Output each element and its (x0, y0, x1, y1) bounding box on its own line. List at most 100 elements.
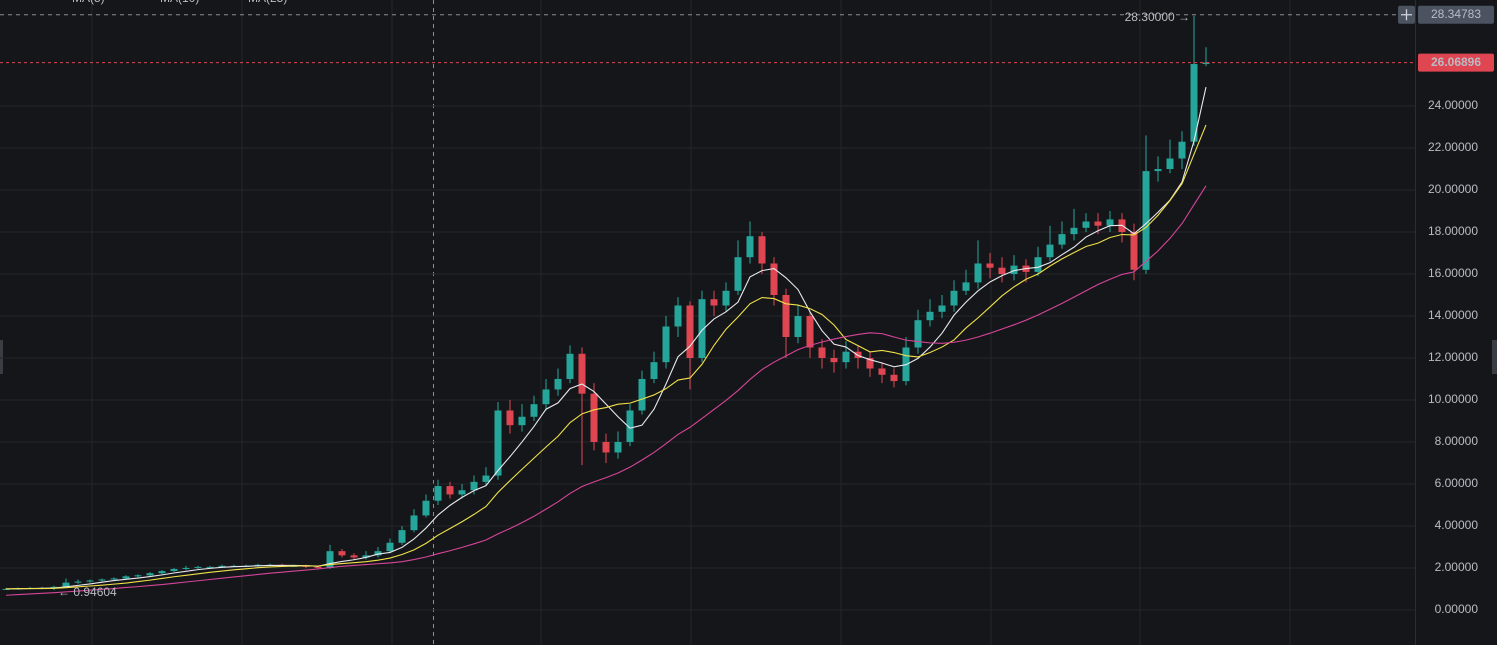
candle-body (614, 441, 622, 453)
candle-body (86, 580, 94, 582)
ma-line (5, 185, 1207, 596)
candle-body (530, 404, 538, 417)
y-tick-label: 24.00000 (1428, 98, 1478, 112)
legend-entry: MA(5) (72, 0, 105, 5)
candle-body (1070, 227, 1078, 235)
candle-body (794, 315, 802, 337)
candle-body (926, 311, 934, 321)
candle-body (122, 576, 130, 579)
legend-entry: MA(10) (160, 0, 199, 5)
candle-body (806, 315, 814, 348)
side-handle (0, 340, 3, 374)
y-tick-label: 16.00000 (1428, 266, 1478, 280)
candle-body (350, 555, 358, 558)
candle-body (710, 299, 718, 306)
candle-body (1166, 158, 1174, 170)
candle-body (338, 551, 346, 556)
candle-body (650, 362, 658, 379)
ma-line (5, 124, 1207, 590)
candle-body (542, 389, 550, 405)
candle-body (422, 500, 430, 516)
candle-body (1178, 141, 1186, 159)
candle-body (206, 566, 214, 568)
candle-body (98, 579, 106, 581)
candle-body (434, 486, 442, 501)
y-tick-label: 14.00000 (1428, 308, 1478, 322)
candle-body (722, 290, 730, 306)
candle-body (1130, 232, 1138, 270)
y-tick-label: 0.00000 (1435, 602, 1479, 616)
last-price-badge (1418, 53, 1494, 72)
candle-body (50, 586, 58, 588)
candle-body (134, 575, 142, 577)
crosshair-price-badge (1418, 5, 1494, 24)
candle-body (878, 368, 886, 375)
y-tick-label: 18.00000 (1428, 224, 1478, 238)
candle-body (746, 236, 754, 258)
candle-body (182, 567, 190, 569)
candle-body (1046, 244, 1054, 258)
candle-body (578, 353, 586, 394)
y-tick-label: 6.00000 (1435, 476, 1479, 490)
candle-body (1034, 257, 1042, 272)
candle-body (194, 566, 202, 568)
high-annotation: 28.30000 → (1125, 10, 1190, 24)
candle-body (914, 320, 922, 348)
candle-body (158, 571, 166, 574)
candle-body (2, 588, 10, 590)
candle-body (674, 305, 682, 327)
crosshair-price-label: 28.34783 (1431, 7, 1481, 21)
y-tick-label: 2.00000 (1435, 560, 1479, 574)
candle-body (782, 294, 790, 337)
candle-body (110, 578, 118, 580)
candle-body (998, 267, 1006, 274)
side-handle (1492, 340, 1497, 374)
candle-body (638, 378, 646, 411)
candle-body (1010, 265, 1018, 274)
candle-body (938, 305, 946, 312)
candle-body (1094, 221, 1102, 226)
candle-body (758, 236, 766, 264)
candle-body (662, 326, 670, 363)
candle-body (626, 410, 634, 442)
candle-body (866, 357, 874, 369)
candle-body (974, 263, 982, 283)
candle-body (506, 410, 514, 426)
candle-body (566, 353, 574, 379)
y-tick-label: 20.00000 (1428, 182, 1478, 196)
candle-body (1106, 219, 1114, 226)
low-annotation: ← 0.94604 (58, 585, 117, 599)
y-tick-label: 4.00000 (1435, 518, 1479, 532)
candle-body (830, 357, 838, 363)
candle-body (1082, 221, 1090, 228)
candle-body (950, 290, 958, 306)
candle-body (962, 282, 970, 291)
candle-body (818, 347, 826, 358)
candle-body (602, 441, 610, 453)
candle-body (1154, 169, 1162, 172)
candle-body (842, 351, 850, 363)
candle-body (362, 555, 370, 558)
candle-body (470, 481, 478, 491)
y-tick-label: 10.00000 (1428, 392, 1478, 406)
y-tick-label: 12.00000 (1428, 350, 1478, 364)
candle-body (410, 515, 418, 531)
candle-body (314, 566, 322, 568)
candle-body (458, 490, 466, 495)
candle-body (218, 565, 226, 567)
candle-body (374, 551, 382, 556)
candle-body (1058, 234, 1066, 245)
candle-body (482, 475, 490, 482)
candle-body (398, 530, 406, 543)
legend-entry: MA(25) (248, 0, 287, 5)
candle-body (518, 416, 526, 426)
y-tick-label: 22.00000 (1428, 140, 1478, 154)
candle-body (890, 374, 898, 382)
last-price-label: 26.06896 (1431, 55, 1481, 69)
candle-body (1202, 62, 1210, 65)
plus-icon (1401, 9, 1412, 21)
candle-body (734, 257, 742, 291)
candle-body (386, 542, 394, 552)
